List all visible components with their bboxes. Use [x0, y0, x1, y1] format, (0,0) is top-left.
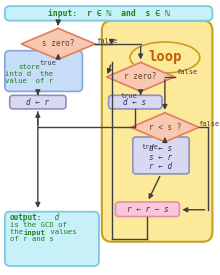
Text: input:  r ∈ ℕ  and  s ∈ ℕ: input: r ∈ ℕ and s ∈ ℕ	[48, 9, 170, 18]
Polygon shape	[107, 62, 175, 91]
Text: value  of r: value of r	[5, 78, 53, 84]
Text: s ← r: s ← r	[149, 153, 172, 162]
Text: of r and s: of r and s	[10, 236, 53, 242]
FancyBboxPatch shape	[5, 51, 82, 91]
Text: output:: output:	[10, 213, 42, 222]
Text: loop: loop	[148, 51, 182, 65]
FancyBboxPatch shape	[10, 95, 66, 109]
Text: the: the	[10, 229, 27, 235]
Text: r ← r − s: r ← r − s	[127, 205, 168, 214]
Polygon shape	[131, 113, 199, 142]
FancyBboxPatch shape	[116, 202, 180, 216]
Text: false: false	[198, 121, 219, 127]
Text: store: store	[18, 64, 40, 70]
Text: is the GCD of: is the GCD of	[10, 222, 67, 228]
Text: false: false	[177, 69, 198, 75]
FancyBboxPatch shape	[5, 212, 99, 266]
Text: false: false	[96, 38, 117, 44]
Text: r ← d: r ← d	[149, 162, 172, 170]
Text: r < s ?: r < s ?	[149, 123, 181, 132]
Text: values: values	[46, 229, 76, 235]
Polygon shape	[21, 28, 95, 59]
Text: true: true	[142, 144, 159, 150]
Text: d ← r: d ← r	[26, 98, 50, 107]
FancyBboxPatch shape	[109, 95, 162, 109]
Text: true: true	[121, 93, 138, 99]
Text: into d  the: into d the	[5, 71, 53, 77]
Text: d ← s: d ← s	[123, 98, 146, 107]
Text: r zero?: r zero?	[125, 72, 157, 81]
FancyBboxPatch shape	[5, 6, 212, 21]
FancyBboxPatch shape	[133, 137, 189, 174]
Text: d: d	[50, 213, 60, 222]
Text: d ← s: d ← s	[149, 144, 172, 153]
Text: true: true	[40, 60, 57, 66]
Text: s zero?: s zero?	[42, 39, 74, 48]
FancyBboxPatch shape	[102, 21, 212, 242]
Ellipse shape	[130, 42, 200, 73]
Text: input: input	[23, 229, 45, 235]
